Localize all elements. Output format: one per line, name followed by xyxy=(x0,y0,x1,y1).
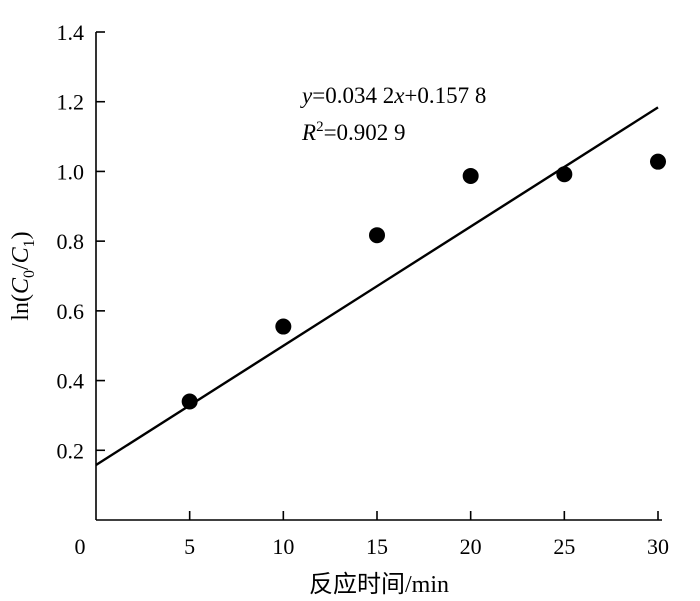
data-point xyxy=(650,153,666,170)
y-tick-label: 1.4 xyxy=(57,20,85,45)
y-tick-label: 0.8 xyxy=(57,229,85,254)
regression-line xyxy=(95,106,659,467)
x-tick-label: 30 xyxy=(647,534,669,559)
x-tick-label: 0 xyxy=(75,534,86,559)
axis-ticks: 0 5 10 15 20 25 30 0.2 0.4 0.6 0.8 1.0 1.2 1.4 xyxy=(57,20,670,559)
data-points xyxy=(181,153,666,410)
x-tick-label: 15 xyxy=(366,534,388,559)
y-tick-label: 1.2 xyxy=(57,90,85,115)
x-tick-label: 20 xyxy=(460,534,482,559)
x-axis-title: 反应时间/min xyxy=(309,571,449,598)
data-point xyxy=(275,318,292,335)
fit-line-group xyxy=(95,106,659,467)
x-tick-label: 10 xyxy=(272,534,294,559)
y-axis-title: ln(C0/C1) xyxy=(8,231,38,320)
data-point xyxy=(369,227,385,244)
y-tick-label: 0.4 xyxy=(57,369,85,394)
x-tick-label: 25 xyxy=(553,534,575,559)
y-tick-label: 1.0 xyxy=(57,159,85,184)
fit-equation: y=0.034 2x+0.157 8 xyxy=(300,83,486,108)
data-point xyxy=(462,167,479,184)
y-tick-label: 0.2 xyxy=(57,438,85,463)
y-tick-label: 0.6 xyxy=(57,299,85,324)
data-point xyxy=(556,166,573,183)
data-point xyxy=(181,393,198,410)
r-squared: R2=0.902 9 xyxy=(301,119,406,145)
x-tick-label: 5 xyxy=(184,534,195,559)
